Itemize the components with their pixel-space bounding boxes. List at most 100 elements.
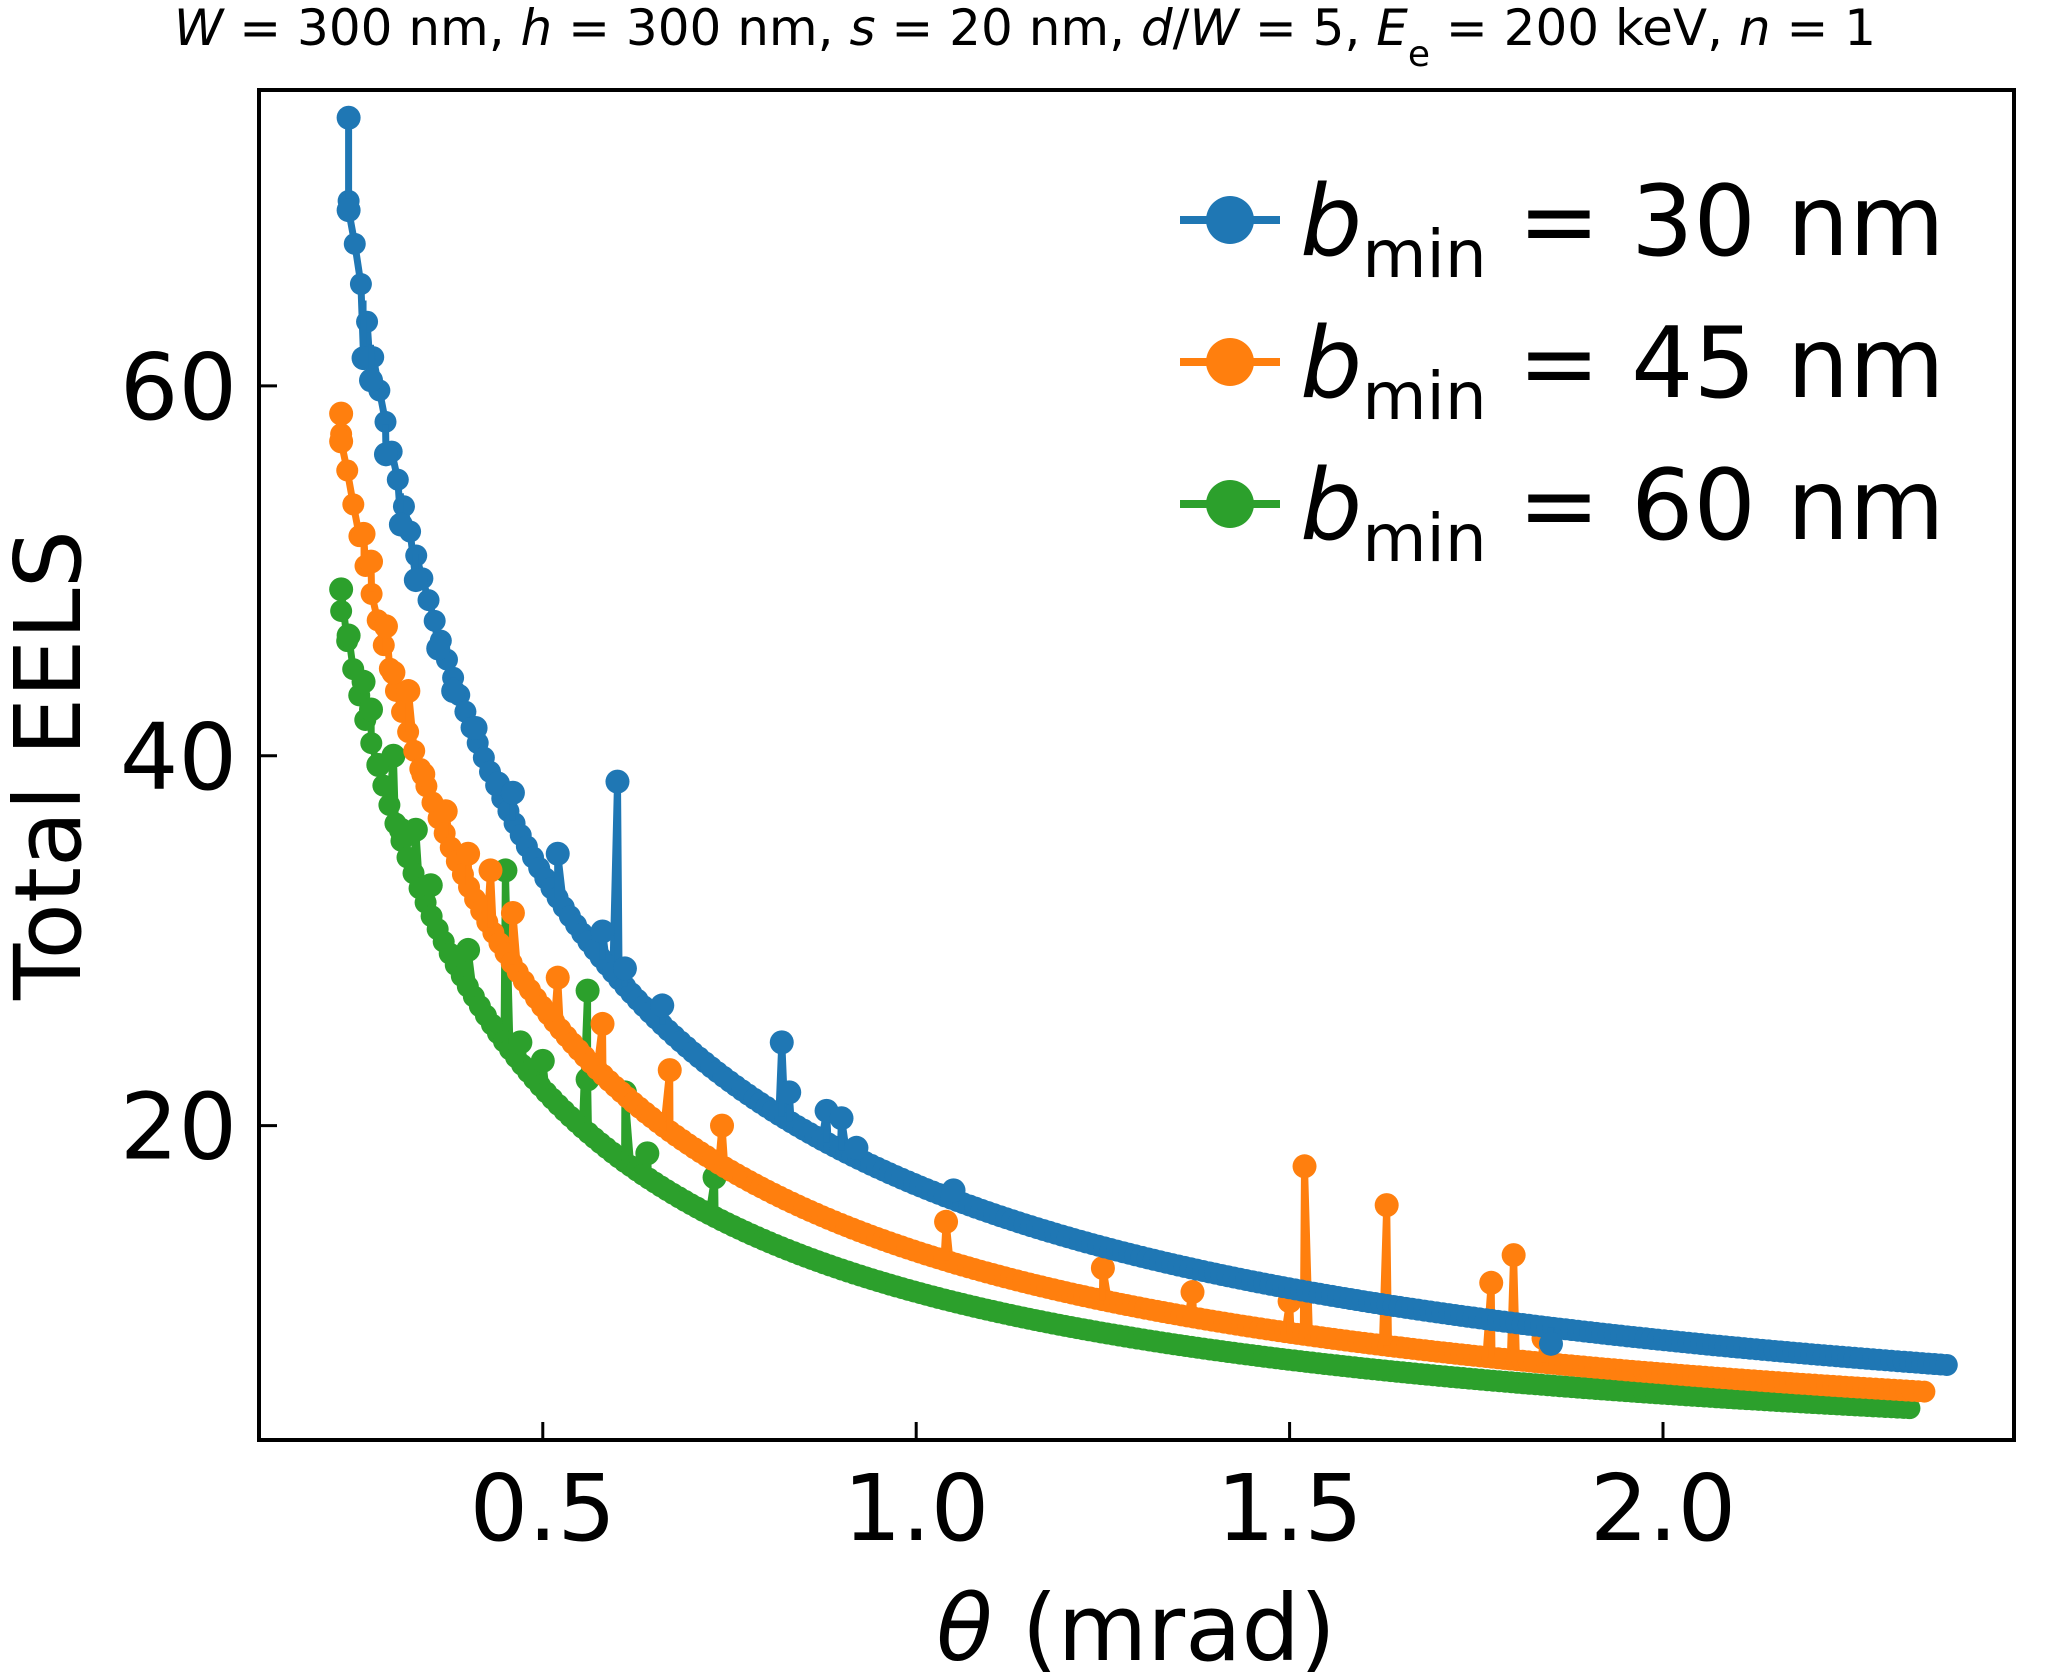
data-point xyxy=(1501,1243,1526,1268)
data-point xyxy=(941,1178,966,1203)
data-point xyxy=(403,817,428,842)
data-point xyxy=(844,1135,869,1160)
data-point xyxy=(612,956,637,981)
data-point xyxy=(1913,1380,1936,1403)
data-point xyxy=(441,679,466,704)
legend-entry-2: bmin = 60 nm xyxy=(1180,449,1945,577)
series-2 xyxy=(329,577,1921,1420)
y-tick-label: 40 xyxy=(120,704,237,811)
data-point xyxy=(349,273,372,296)
x-tick-label: 0.5 xyxy=(470,1455,616,1562)
data-point xyxy=(1479,1270,1504,1295)
y-tick-label: 60 xyxy=(120,334,237,441)
data-point xyxy=(1374,1193,1399,1218)
series-0 xyxy=(336,105,1958,1376)
data-point xyxy=(530,1048,555,1073)
data-point xyxy=(381,743,406,768)
data-point xyxy=(426,636,451,661)
legend-label: bmin = 30 nm xyxy=(1300,165,1945,293)
data-point xyxy=(396,679,421,704)
plot-frame xyxy=(257,88,2016,1442)
series-layer xyxy=(329,105,1958,1420)
data-point xyxy=(329,577,354,602)
data-point xyxy=(456,841,481,866)
data-point xyxy=(360,732,383,755)
data-point xyxy=(1935,1353,1958,1376)
data-point xyxy=(934,1209,959,1234)
data-point xyxy=(590,1011,615,1036)
series-1 xyxy=(329,401,1936,1403)
data-point xyxy=(508,1030,533,1055)
x-axis-label: θ (mrad) xyxy=(936,1575,1336,1673)
legend-marker xyxy=(1206,196,1254,244)
data-point xyxy=(343,232,366,255)
y-axis-label: Total EELS xyxy=(0,530,102,1001)
data-point xyxy=(329,401,354,426)
data-point xyxy=(545,841,570,866)
data-point xyxy=(351,669,376,694)
data-point xyxy=(590,919,615,944)
data-point xyxy=(500,900,525,925)
data-point xyxy=(456,937,481,962)
data-point xyxy=(372,774,395,797)
data-point xyxy=(342,493,365,516)
chart-title: W = 300 nm, h = 300 nm, s = 20 nm, d/W =… xyxy=(174,0,1876,75)
data-point xyxy=(403,568,428,593)
data-point xyxy=(433,799,458,824)
data-point xyxy=(710,1113,735,1138)
x-tick-label: 1.0 xyxy=(843,1455,989,1562)
series-line xyxy=(337,585,1910,1412)
legend-entry-1: bmin = 45 nm xyxy=(1180,307,1945,435)
data-point xyxy=(657,1058,682,1083)
data-point xyxy=(403,739,426,762)
y-axis-ticks: 20 40 60 xyxy=(120,334,277,1181)
data-point xyxy=(359,368,384,393)
data-point xyxy=(575,978,600,1003)
data-point xyxy=(463,716,488,741)
data-point xyxy=(388,512,413,537)
data-point xyxy=(336,623,361,648)
data-point xyxy=(605,769,630,794)
data-point xyxy=(359,697,384,722)
x-tick-label: 2.0 xyxy=(1590,1455,1736,1562)
legend-entry-0: bmin = 30 nm xyxy=(1180,165,1945,293)
data-point xyxy=(829,1106,854,1131)
data-point xyxy=(1898,1397,1921,1420)
data-point xyxy=(417,589,440,612)
data-point xyxy=(336,459,359,482)
data-point xyxy=(1292,1154,1317,1179)
data-point xyxy=(423,609,446,632)
data-point xyxy=(500,780,525,805)
legend: bmin = 30 nm bmin = 45 nm bmin = 60 nm xyxy=(1180,165,1945,577)
x-axis-ticks: 0.5 1.0 1.5 2.0 xyxy=(470,1422,1736,1562)
data-point xyxy=(411,762,436,787)
data-point xyxy=(1090,1256,1115,1281)
data-point xyxy=(650,993,675,1018)
data-point xyxy=(360,582,383,605)
legend-marker xyxy=(1206,338,1254,386)
data-point xyxy=(381,660,406,685)
data-point xyxy=(336,198,361,223)
y-tick-label: 20 xyxy=(120,1074,237,1181)
data-point xyxy=(329,429,354,454)
legend-label: bmin = 45 nm xyxy=(1300,307,1945,435)
data-point xyxy=(373,614,398,639)
legend-label: bmin = 60 nm xyxy=(1300,449,1945,577)
data-point xyxy=(418,873,443,898)
data-point xyxy=(1538,1331,1563,1356)
data-point xyxy=(777,1080,802,1105)
data-point xyxy=(1180,1280,1205,1305)
data-point xyxy=(336,105,361,130)
x-tick-label: 1.5 xyxy=(1216,1455,1362,1562)
series-line xyxy=(345,114,1948,1369)
data-point xyxy=(386,468,409,491)
data-point xyxy=(356,310,379,333)
data-point xyxy=(545,965,570,990)
legend-marker xyxy=(1206,480,1254,528)
data-point xyxy=(359,549,384,574)
data-point xyxy=(374,410,397,433)
data-point xyxy=(351,521,376,546)
data-point xyxy=(373,442,398,467)
data-point xyxy=(635,1141,660,1166)
